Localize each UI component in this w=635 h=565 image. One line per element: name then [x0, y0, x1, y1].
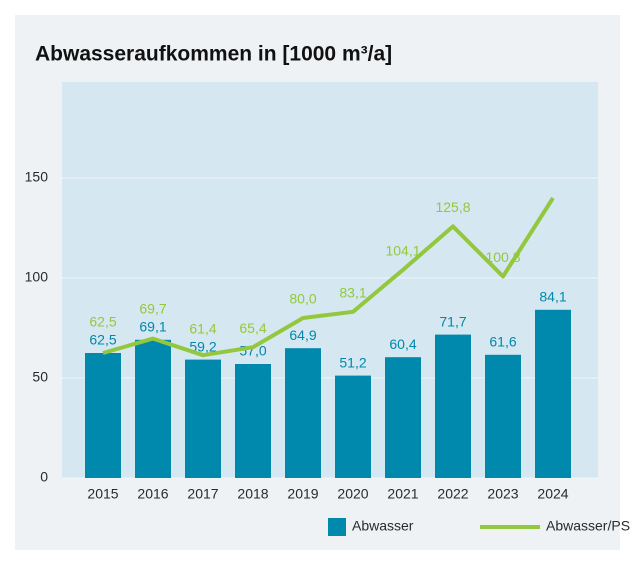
bar	[285, 348, 321, 478]
bar-value-label: 69,1	[139, 319, 166, 335]
line-value-label: 83,1	[339, 285, 366, 301]
line-value-label: 100,8	[485, 249, 520, 265]
bar-value-label: 64,9	[289, 327, 316, 343]
line	[102, 196, 555, 358]
line-value-label: 80,0	[289, 291, 316, 307]
bar	[535, 309, 571, 478]
bar	[235, 364, 271, 478]
bar-value-label: 84,1	[539, 289, 566, 305]
line-value-label: 125,8	[435, 199, 470, 215]
bar-value-label: 60,4	[389, 336, 416, 352]
y-tick-label: 0	[40, 469, 48, 485]
bar	[385, 357, 421, 478]
line-value-label: 62,5	[89, 314, 116, 330]
x-tick-label: 2020	[337, 486, 368, 502]
bar-value-label: 62,5	[89, 332, 116, 348]
bar	[335, 375, 371, 478]
bar-value-label: 59,2	[189, 338, 216, 354]
x-tick-label: 2019	[287, 486, 318, 502]
x-tick-label: 2017	[187, 486, 218, 502]
line-value-label: 104,1	[385, 243, 420, 259]
bar	[85, 353, 121, 478]
y-tick-label: 100	[25, 269, 49, 285]
bar-value-label: 71,7	[439, 313, 466, 329]
y-tick-label: 150	[25, 169, 49, 185]
x-tick-label: 2021	[387, 486, 418, 502]
bar-value-label: 61,6	[489, 334, 516, 350]
x-tick-label: 2015	[87, 486, 118, 502]
legend-label: Abwasser/PS	[546, 518, 630, 534]
chart-title: Abwasseraufkommen in [1000 m³/a]	[35, 43, 392, 66]
x-tick-label: 2024	[537, 486, 568, 502]
bar	[135, 339, 171, 478]
bar-value-label: 51,2	[339, 354, 366, 370]
line-value-label: 69,7	[139, 301, 166, 317]
x-tick-label: 2023	[487, 486, 518, 502]
bar	[185, 359, 221, 478]
bar	[485, 354, 521, 478]
bar	[435, 334, 471, 478]
x-tick-label: 2018	[237, 486, 268, 502]
x-tick-label: 2022	[437, 486, 468, 502]
line-value-label: 61,4	[189, 320, 216, 336]
legend-label: Abwasser	[352, 518, 414, 534]
line-value-label: 65,4	[239, 320, 266, 336]
x-tick-label: 2016	[137, 486, 168, 502]
legend-swatch	[328, 518, 346, 536]
y-tick-label: 50	[32, 369, 48, 385]
